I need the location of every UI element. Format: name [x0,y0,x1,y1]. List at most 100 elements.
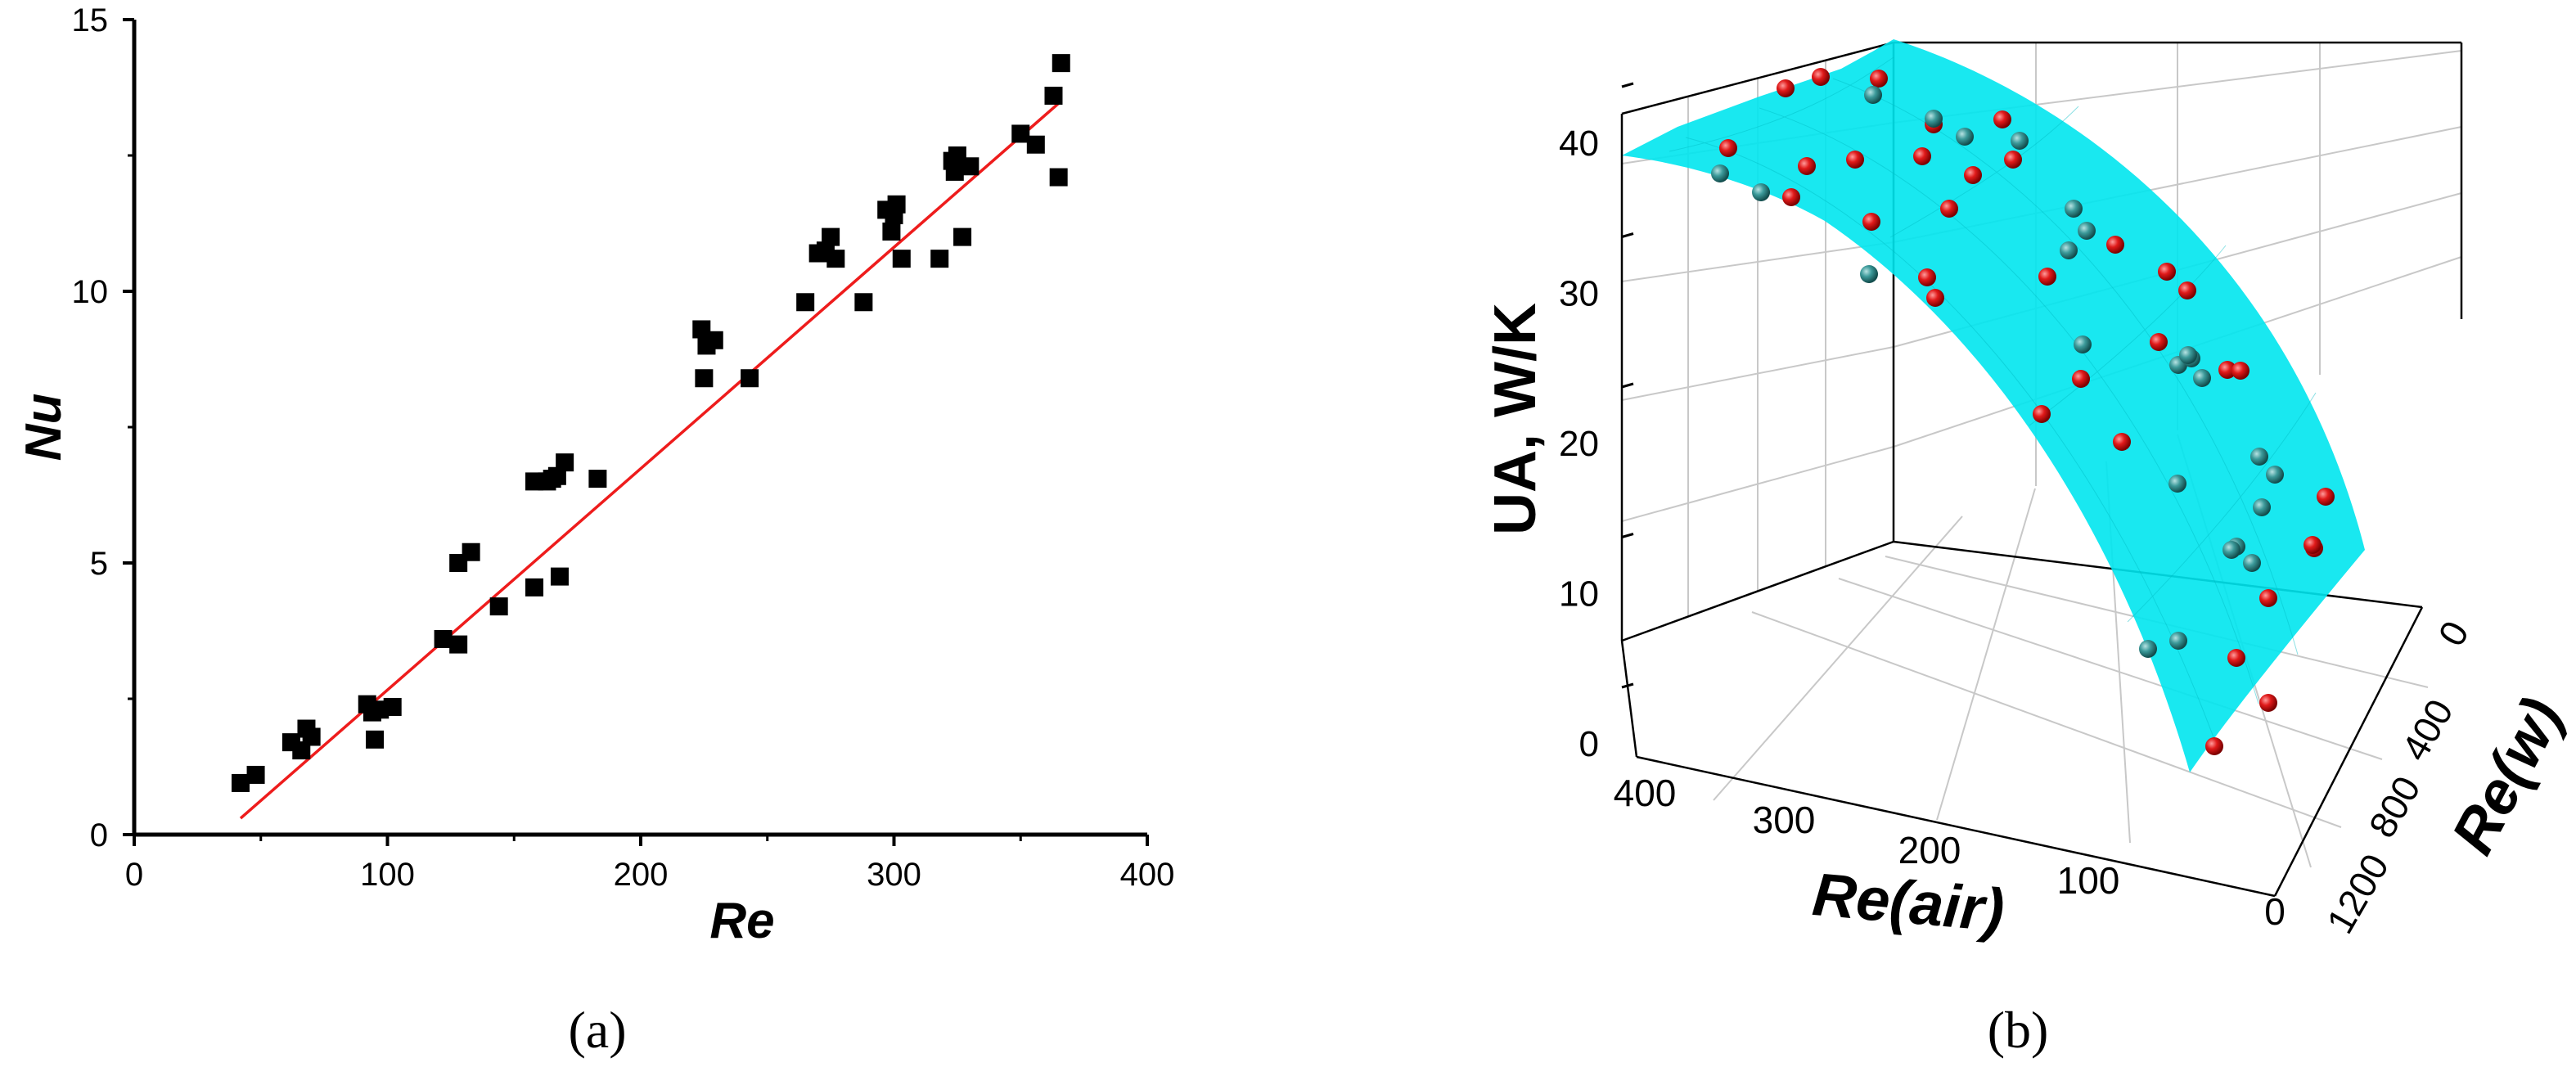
y-tick-label-3d: 400 [2393,692,2461,768]
z-tick-label: 30 [1559,274,1599,314]
data-point [588,470,607,488]
surface-point-red [1846,151,1864,169]
surface-point-red [2227,649,2245,667]
surface-point-teal [2253,498,2271,516]
data-point [892,250,911,268]
surface-point-red [1798,157,1816,175]
data-point [525,578,544,597]
data-point [822,227,840,246]
x-tick-label: 0 [125,857,143,893]
x-axis-label: Re [709,893,774,949]
data-point [1049,168,1068,187]
y-tick-label-3d: 0 [2430,614,2477,653]
data-point [246,765,265,784]
z-tick-label: 40 [1559,124,1599,164]
data-point [231,773,250,792]
surface-point-teal [2060,241,2078,259]
surface-point-red [2113,433,2131,451]
surface-point-teal [2011,132,2029,150]
data-point [462,543,480,561]
z-tick-mark [1621,533,1634,538]
z-tick-mark [1621,682,1634,689]
x-axis-label-3d: Re(air) [1810,860,2007,944]
surface-point-red [2259,589,2277,607]
surface-point-red [2178,281,2196,299]
y-axis-label: Nu [16,394,72,461]
data-point [705,331,723,349]
data-point [882,222,901,241]
surface-point-teal [2222,541,2240,559]
z-tick-label: 0 [1579,724,1599,764]
surface-point-teal [2250,448,2268,466]
data-point [547,466,566,485]
surface-point-red [2317,488,2335,506]
x-axis-line-3d [1636,755,2276,898]
surface-point-teal [2168,475,2186,493]
surface-point-red [1812,68,1830,86]
surface-point-red [2072,370,2090,388]
y-axis-line-3d [2273,606,2424,897]
surface-point-teal [2179,346,2197,364]
x-tick-label: 100 [360,857,415,893]
surface-point-red [2158,263,2176,281]
x-tick-label-3d: 300 [1753,799,1816,841]
surface-point-red [2004,151,2022,169]
surface-point-red [2218,361,2236,379]
x-tick-label-3d: 400 [1614,772,1677,814]
surface-point-teal [2139,640,2157,658]
surface-point-teal [1711,164,1729,182]
data-point [953,227,972,246]
surface-point-red [1918,268,1936,286]
surface-data-points [1711,68,2335,755]
data-point [854,293,873,312]
data-point [826,250,845,268]
y-tick-label: 0 [90,817,108,853]
surface-point-teal [2243,554,2261,572]
surface-point-red [2033,405,2051,423]
panel-a-ticks: 0 100 200 300 400 0 5 10 15 [72,2,1175,893]
y-tick-label: 5 [90,546,108,582]
surface-point-teal [2266,466,2284,484]
surface-point-red [2259,694,2277,712]
surface-point-red [2205,737,2223,755]
surface-point-red [1782,188,1800,206]
data-point [945,162,964,181]
surface-point-red [1993,110,2011,128]
data-point [489,597,508,616]
data-point [1052,54,1070,73]
surface-point-teal [2169,632,2187,650]
z-tick-mark [1621,232,1634,238]
data-point [449,635,468,654]
surface-point-red [1940,200,1958,218]
z-tick-label: 20 [1559,424,1599,464]
surface-point-red [1862,213,1880,231]
surface-point-teal [1860,265,1878,283]
z-tick-mark [1621,382,1634,389]
z-tick-label: 10 [1559,574,1599,615]
surface-point-teal [2065,200,2083,218]
y-tick-label: 10 [72,274,109,310]
surface-point-red [2106,236,2124,254]
surface-mesh [1669,56,2317,754]
surface-point-teal [2074,335,2092,353]
data-point [366,730,385,749]
data-point [1044,86,1063,105]
data-point [741,369,759,388]
surface-point-red [2038,268,2056,286]
surface-point-teal [1956,128,1974,146]
x-tick-label: 300 [867,857,921,893]
x-axis-left-edge [1620,640,1638,758]
data-point [550,567,569,586]
data-points [231,54,1070,792]
surface-point-red [2231,362,2249,380]
surface-point-teal [1752,183,1770,201]
data-point [695,369,714,388]
surface-point-red [1913,147,1931,165]
surface-point-teal [2193,369,2211,387]
data-point [930,250,949,268]
x-tick-label: 200 [614,857,669,893]
y-tick-label-3d: 1200 [2318,847,2397,941]
data-point [887,195,906,214]
